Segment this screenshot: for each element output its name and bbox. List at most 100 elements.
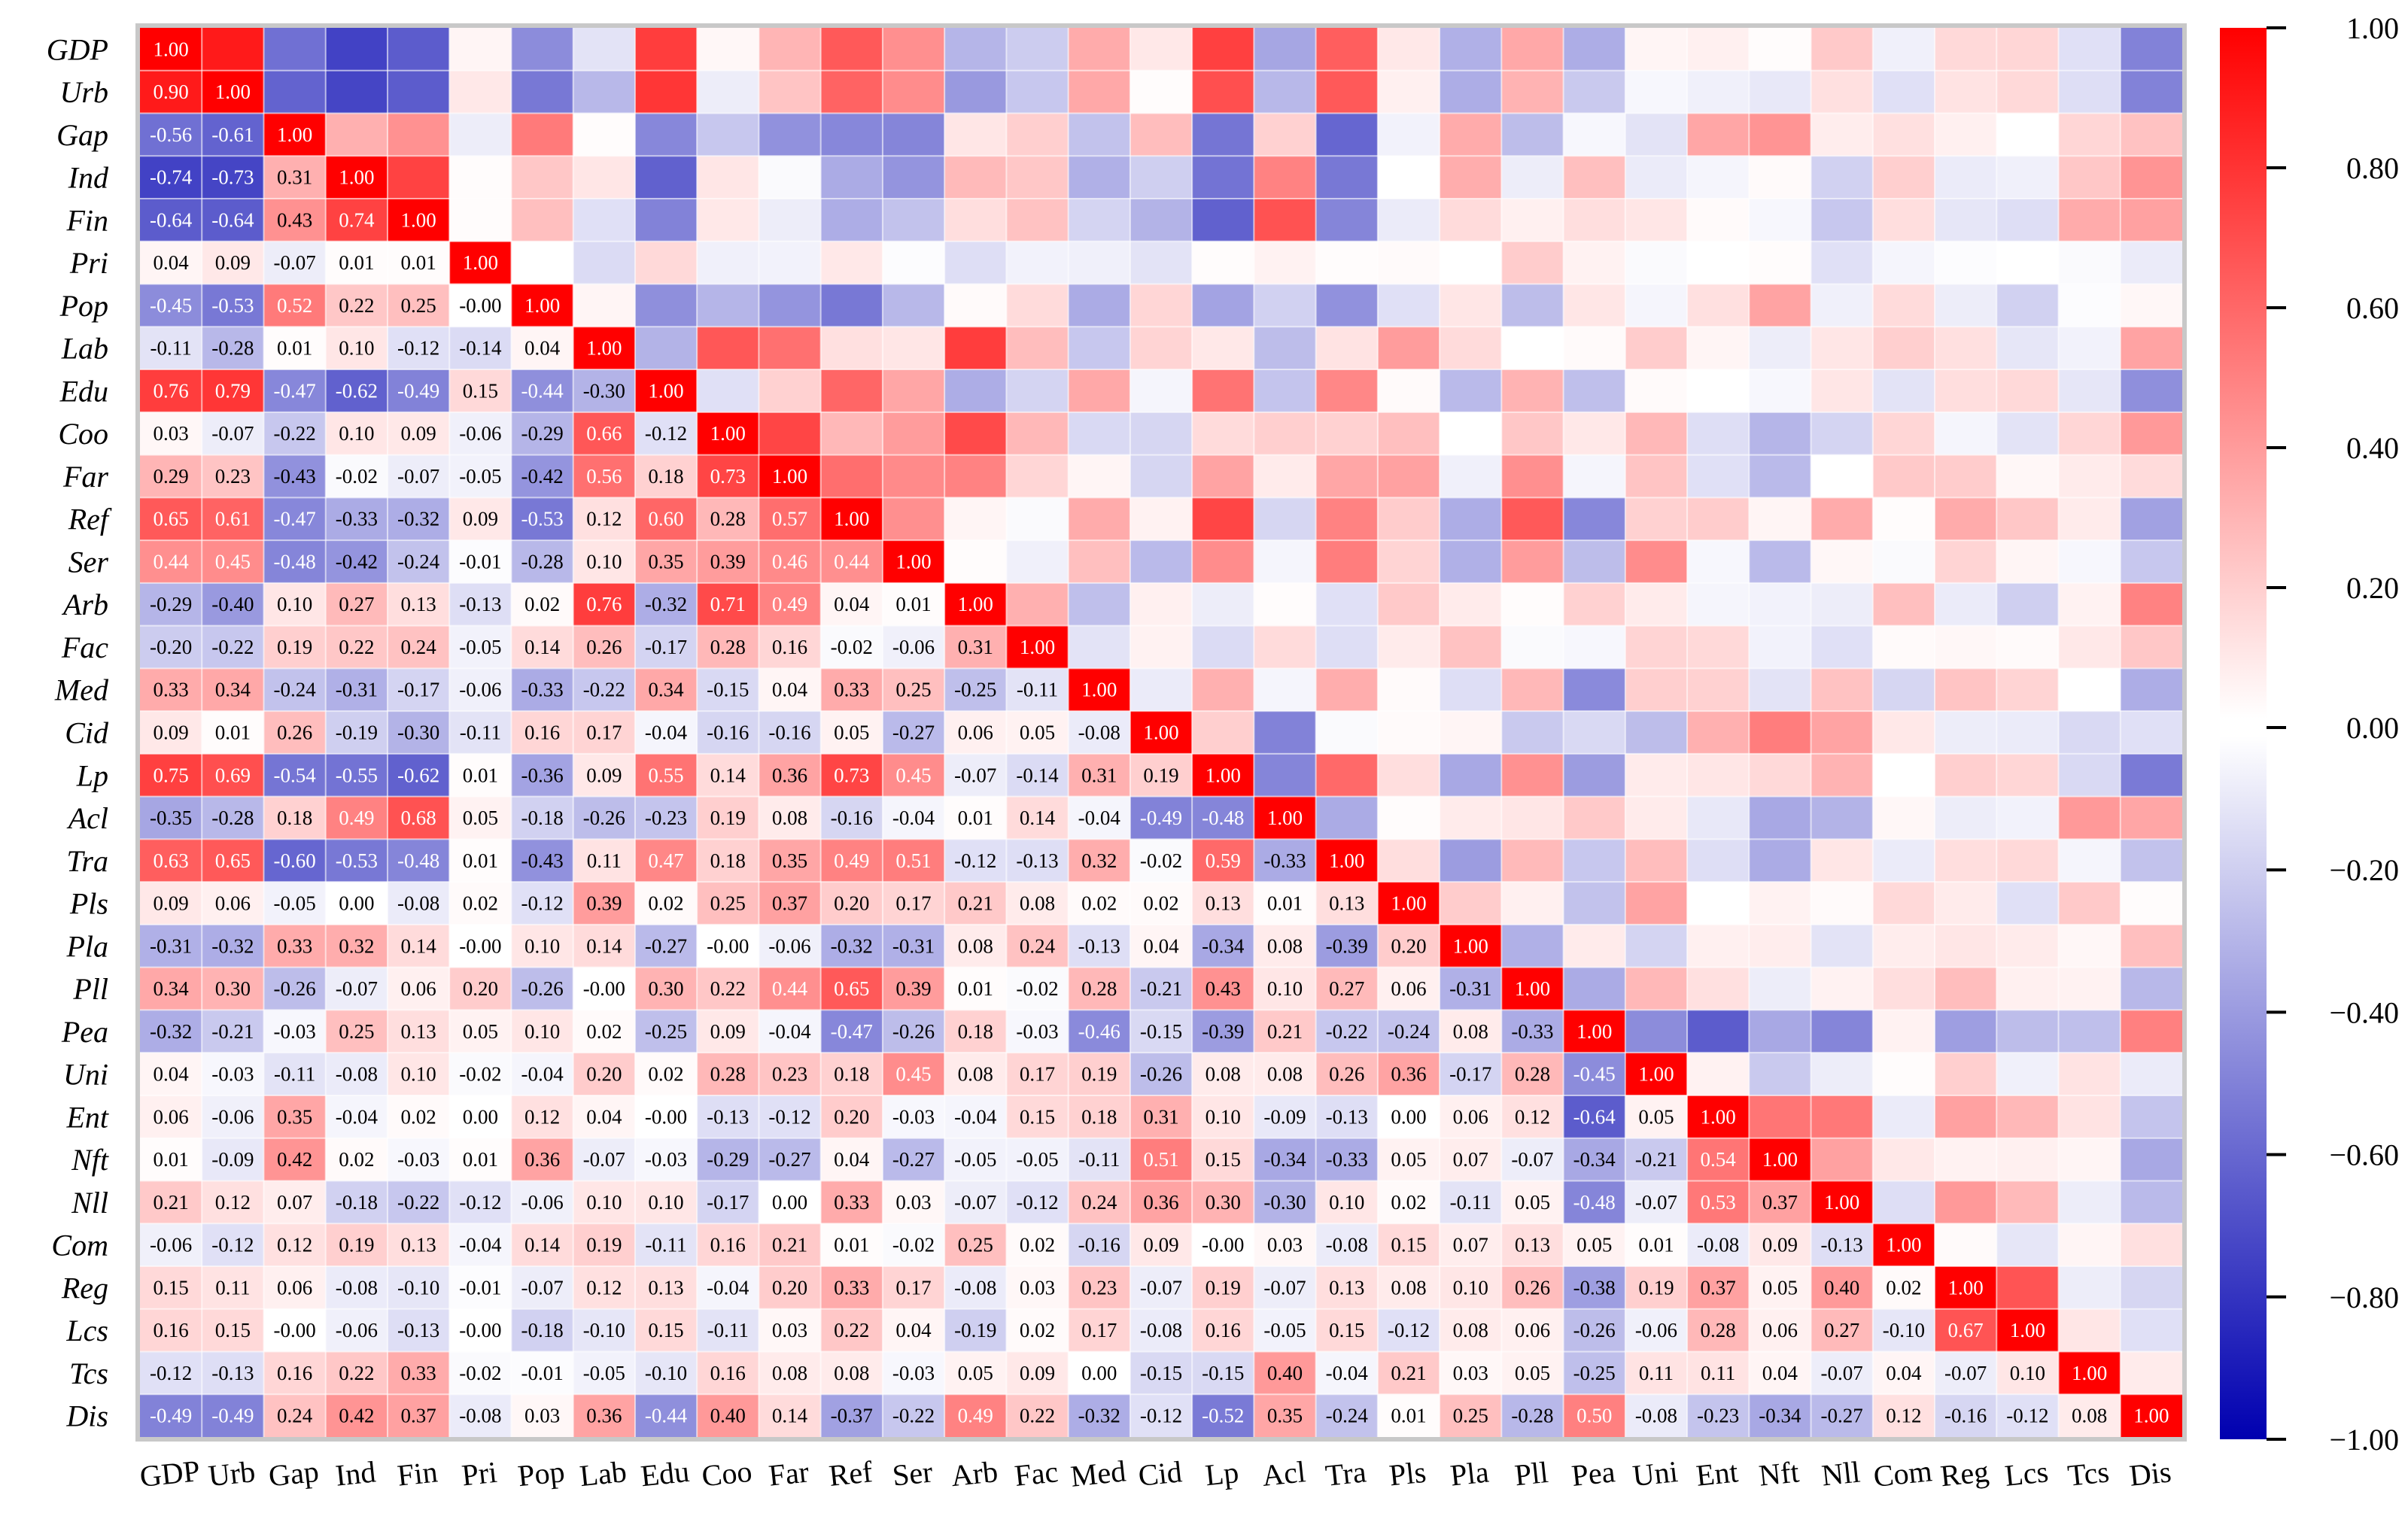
cell-value-ref-gap: -0.47 [273, 508, 315, 530]
heatmap-cell-gap-pll [1501, 113, 1564, 156]
heatmap-cell-ref-reg [1935, 497, 1997, 541]
cell-value-lp-cid: 0.19 [1143, 764, 1178, 786]
cell-value-com-ref: 0.01 [834, 1234, 869, 1256]
cell-value-nft-fac: -0.05 [1016, 1148, 1058, 1171]
cell-value-nll-cid: 0.36 [1143, 1191, 1178, 1214]
heatmap-cell-ser-com [1872, 540, 1935, 584]
heatmap-cells [140, 28, 2183, 1438]
heatmap-cell-pls-far [759, 882, 822, 925]
cell-value-acl-lab: -0.26 [583, 807, 625, 829]
heatmap-cell-lab-urb [202, 327, 265, 370]
heatmap-cell-pls-uni [1625, 882, 1688, 925]
heatmap-cell-ent-arb [944, 1095, 1007, 1139]
heatmap-cell-ind-med [1068, 156, 1131, 199]
heatmap-cell-med-lp [1192, 668, 1254, 712]
cell-value-fac-pri: -0.05 [459, 636, 501, 658]
heatmap-cell-lab-pea [1563, 327, 1626, 370]
heatmap-cell-coo-ser [882, 412, 945, 456]
heatmap-cell-nll-tra [1315, 1180, 1379, 1224]
heatmap-cell-fac-urb [202, 625, 265, 669]
heatmap-cell-pea-ref [820, 1010, 883, 1053]
cell-value-ent-med: 0.18 [1081, 1105, 1117, 1128]
cell-value-lcs-far: 0.03 [772, 1319, 807, 1341]
heatmap-cell-edu-lab [573, 369, 636, 413]
cell-value-ind-gdp: -0.74 [150, 166, 193, 189]
heatmap-cell-fac-ref [820, 625, 883, 669]
heatmap-cell-gap-tra [1315, 113, 1379, 156]
cell-value-com-lp: -0.00 [1202, 1234, 1244, 1256]
cell-value-lcs-cid: -0.08 [1140, 1319, 1182, 1341]
cell-value-com-tra: -0.08 [1326, 1234, 1368, 1256]
cell-value-uni-ref: 0.18 [834, 1063, 869, 1086]
row-label-edu: Edu [59, 374, 108, 408]
heatmap-cell-lcs-urb [202, 1308, 265, 1353]
heatmap-cell-fin-pls [1377, 199, 1440, 242]
heatmap-cell-acl-gdp [140, 796, 202, 840]
heatmap-cell-pla-far [759, 924, 822, 968]
cell-value-pls-cid: 0.02 [1143, 892, 1178, 915]
heatmap-cell-pla-nft [1749, 924, 1812, 968]
heatmap-cell-gap-lab [573, 113, 636, 156]
heatmap-cell-ent-lab [573, 1095, 636, 1139]
heatmap-cell-urb-ind [325, 70, 388, 114]
heatmap-cell-uni-gdp [140, 1053, 202, 1096]
heatmap-cell-nll-fac [1006, 1180, 1069, 1224]
cell-value-pea-gdp: -0.32 [150, 1020, 192, 1043]
heatmap-cell-fin-lp [1192, 199, 1254, 242]
heatmap-cell-pri-pll [1501, 241, 1564, 285]
heatmap-cell-coo-acl [1254, 412, 1317, 456]
heatmap-cell-pla-edu [634, 924, 698, 968]
cell-value-coo-edu: -0.12 [645, 422, 687, 445]
heatmap-cell-tra-fac [1006, 839, 1069, 883]
cell-value-pea-ser: -0.26 [892, 1020, 935, 1043]
heatmap-cell-lab-ser [882, 327, 945, 370]
heatmap-cell-coo-com [1872, 412, 1935, 456]
heatmap-cell-ent-pop [511, 1095, 574, 1139]
heatmap-cell-tra-arb [944, 839, 1007, 883]
heatmap-cell-lab-nft [1749, 327, 1812, 370]
heatmap-cell-urb-pls [1377, 70, 1440, 114]
heatmap-cell-lab-edu [634, 327, 698, 370]
heatmap-cell-acl-tcs [2058, 796, 2121, 840]
cell-value-pls-gap: -0.05 [273, 892, 315, 915]
heatmap-cell-gap-ent [1687, 113, 1750, 156]
heatmap-cell-fac-arb [944, 625, 1007, 669]
cell-value-dis-urb: -0.49 [211, 1405, 254, 1427]
heatmap-cell-nft-dis [2120, 1138, 2183, 1182]
heatmap-cell-nll-acl [1254, 1180, 1317, 1224]
heatmap-cell-arb-lp [1192, 582, 1254, 627]
heatmap-cell-fac-ser [882, 625, 945, 669]
heatmap-cell-dis-lp [1192, 1394, 1254, 1438]
heatmap-cell-pll-ent [1687, 967, 1750, 1011]
heatmap-cell-acl-nll [1811, 796, 1874, 840]
heatmap-cell-nll-ser [882, 1180, 945, 1224]
column-label-pla: Pla [1449, 1455, 1491, 1493]
heatmap-cell-gdp-lab [573, 28, 636, 71]
heatmap-cell-arb-fin [387, 582, 450, 627]
heatmap-cell-ind-pea [1563, 156, 1626, 199]
heatmap-cell-pop-ind [325, 284, 388, 327]
heatmap-cell-pla-lcs [1996, 924, 2060, 968]
heatmap-cell-edu-pea [1563, 369, 1626, 413]
row-label-com: Com [51, 1229, 108, 1262]
heatmap-cell-ref-urb [202, 497, 265, 541]
cell-value-med-far: 0.04 [772, 679, 808, 701]
heatmap-cell-med-acl [1254, 668, 1317, 712]
cell-value-com-pll: 0.13 [1515, 1234, 1550, 1256]
heatmap-cell-lp-ent [1687, 753, 1750, 798]
heatmap-cell-pls-pll [1501, 882, 1564, 925]
heatmap-cell-pla-pea [1563, 924, 1626, 968]
heatmap-cell-uni-com [1872, 1053, 1935, 1096]
heatmap-cell-pla-dis [2120, 924, 2183, 968]
heatmap-cell-pls-fac [1006, 882, 1069, 925]
cell-value-com-ser: -0.02 [892, 1234, 935, 1256]
heatmap-cell-lcs-lp [1192, 1308, 1254, 1353]
heatmap-cell-com-lab [573, 1223, 636, 1267]
cell-value-ent-acl: -0.09 [1263, 1105, 1306, 1128]
cell-value-tra-ser: 0.51 [895, 849, 931, 872]
heatmap-cell-uni-pla [1440, 1053, 1502, 1096]
cell-value-pea-acl: 0.21 [1267, 1020, 1303, 1043]
cell-value-lp-coo: 0.14 [710, 764, 746, 786]
heatmap-cell-tcs-pea [1563, 1351, 1626, 1395]
heatmap-cell-arb-ent [1687, 582, 1750, 627]
